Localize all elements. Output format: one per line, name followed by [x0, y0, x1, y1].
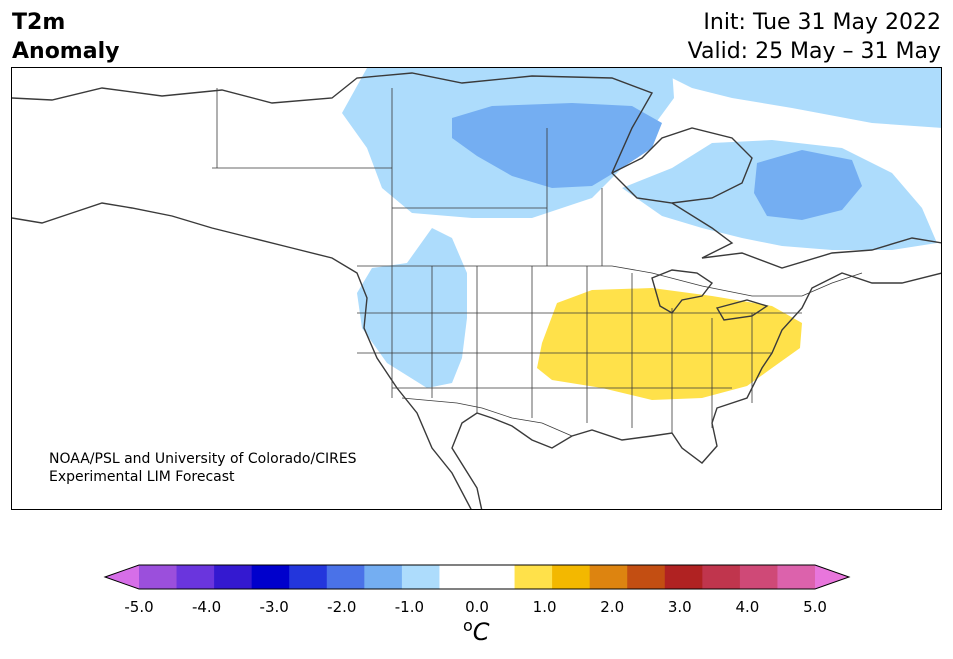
colorbar-cell — [477, 565, 516, 589]
colorbar-tick-label: 5.0 — [803, 598, 827, 616]
colorbar-cells — [105, 565, 849, 589]
colorbar-cell — [214, 565, 253, 589]
forecast-dates: Init: Tue 31 May 2022 Valid: 25 May – 31… — [688, 8, 941, 66]
credit-text: NOAA/PSL and University of Colorado/CIRE… — [49, 450, 357, 486]
map-panel — [11, 67, 942, 510]
colorbar-cell — [364, 565, 403, 589]
title-anomaly: Anomaly — [12, 39, 120, 64]
political-borders — [212, 88, 863, 437]
colorbar-cell — [739, 565, 778, 589]
credit-line-2: Experimental LIM Forecast — [49, 469, 235, 485]
colorbar-extend-low — [105, 565, 139, 589]
anomaly-map — [12, 68, 941, 509]
colorbar-cell — [401, 565, 440, 589]
colorbar-tick-label: 4.0 — [735, 598, 760, 616]
colorbar-tick-label: -1.0 — [394, 598, 425, 616]
cold-anomaly-arctic — [652, 68, 941, 128]
colorbar-tick-label: 3.0 — [667, 598, 692, 616]
cold-anomaly-core-north — [452, 103, 662, 188]
colorbar-cell — [176, 565, 215, 589]
colorbar-tick-label: -3.0 — [259, 598, 289, 616]
colorbar-cell — [702, 565, 741, 589]
colorbar-cell — [326, 565, 365, 589]
title-variable: T2m — [12, 10, 66, 35]
us-mexico-border — [401, 397, 573, 437]
colorbar-tick-label: 1.0 — [532, 598, 557, 616]
colorbar-cell — [777, 565, 816, 589]
state-lines — [212, 88, 802, 433]
init-date: Init: Tue 31 May 2022 — [703, 10, 941, 35]
colorbar-unit: oC — [463, 616, 490, 646]
colorbar-cell — [251, 565, 290, 589]
colorbar-cell — [439, 565, 478, 589]
colorbar-cell — [139, 565, 178, 589]
anomaly-shading — [342, 68, 941, 400]
colorbar — [103, 564, 851, 590]
colorbar-tick-label: 0.0 — [465, 598, 489, 616]
unit-celsius: C — [472, 618, 490, 646]
unit-degree: o — [463, 616, 473, 635]
cold-anomaly-core-east — [754, 150, 862, 220]
cold-anomaly-west-us — [357, 228, 467, 388]
colorbar-tick-label: -2.0 — [327, 598, 357, 616]
colorbar-cell — [289, 565, 328, 589]
colorbar-extend-high — [815, 565, 849, 589]
credit-line-1: NOAA/PSL and University of Colorado/CIRE… — [49, 451, 357, 467]
map-title: T2m Anomaly — [12, 8, 119, 66]
colorbar-cell — [664, 565, 703, 589]
great-lakes — [651, 269, 769, 321]
colorbar-outline — [103, 564, 851, 590]
colorbar-cell — [589, 565, 628, 589]
valid-range: Valid: 25 May – 31 May — [687, 39, 941, 64]
colorbar-cell — [514, 565, 553, 589]
colorbar-tick-label: -4.0 — [191, 598, 222, 616]
warm-anomaly-central-us — [537, 288, 802, 400]
colorbar-cell — [552, 565, 591, 589]
colorbar-tick-label: -5.0 — [124, 598, 154, 616]
colorbar-tick-label: 2.0 — [600, 598, 625, 616]
canada-us-border — [357, 265, 863, 297]
colorbar-cell — [627, 565, 666, 589]
coastlines — [12, 72, 941, 509]
hudson-bay — [611, 127, 753, 204]
north-america-coast — [12, 72, 941, 509]
